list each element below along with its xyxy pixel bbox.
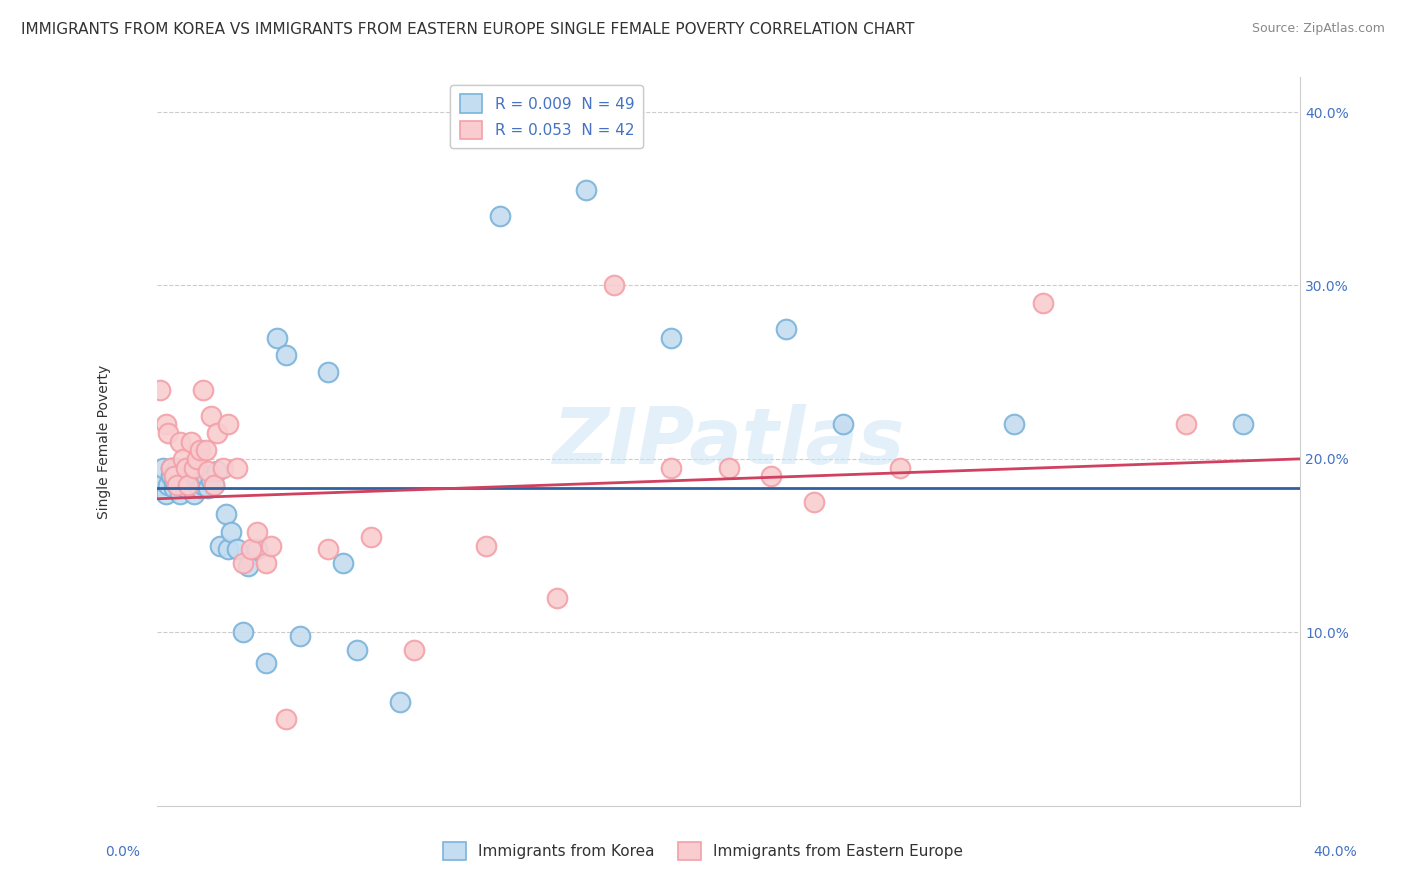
Point (217, 542, 239, 557)
Point (194, 469, 217, 483)
Point (174, 460, 197, 475)
Point (260, 539, 283, 553)
Point (197, 464, 219, 478)
Text: 0.0%: 0.0% (105, 845, 141, 859)
Point (152, 460, 174, 475)
Point (186, 451, 208, 466)
Point (191, 478, 214, 492)
Point (489, 209, 512, 223)
Point (318, 542, 340, 557)
Point (318, 365, 340, 379)
Point (166, 478, 188, 492)
Point (163, 481, 186, 495)
Point (1232, 417, 1254, 432)
Point (186, 469, 208, 483)
Point (246, 542, 269, 557)
Point (174, 481, 197, 495)
Point (160, 460, 183, 475)
Point (163, 469, 186, 483)
Point (404, 642, 426, 657)
Point (266, 330, 288, 344)
Point (274, 712, 297, 726)
Legend: Immigrants from Korea, Immigrants from Eastern Europe: Immigrants from Korea, Immigrants from E… (437, 836, 969, 866)
Point (254, 657, 277, 671)
Point (803, 495, 825, 509)
Point (169, 486, 191, 500)
Point (219, 524, 242, 539)
Point (174, 469, 197, 483)
Point (188, 481, 211, 495)
Point (603, 278, 626, 293)
Point (172, 478, 194, 492)
Point (246, 524, 269, 539)
Point (1032, 296, 1054, 310)
Point (1174, 417, 1197, 432)
Point (659, 330, 682, 344)
Point (889, 460, 911, 475)
Point (166, 460, 188, 475)
Point (346, 642, 368, 657)
Point (177, 478, 200, 492)
Point (155, 417, 177, 432)
Point (332, 556, 354, 570)
Point (546, 591, 568, 605)
Point (474, 539, 496, 553)
Point (202, 478, 225, 492)
Point (288, 629, 311, 643)
Point (200, 409, 222, 423)
Text: 40.0%: 40.0% (1313, 845, 1357, 859)
Point (186, 478, 208, 492)
Point (163, 473, 186, 487)
Text: ZIPatlas: ZIPatlas (553, 403, 904, 480)
Point (232, 625, 254, 640)
Point (208, 539, 231, 553)
Point (226, 542, 249, 557)
Text: IMMIGRANTS FROM KOREA VS IMMIGRANTS FROM EASTERN EUROPE SINGLE FEMALE POVERTY CO: IMMIGRANTS FROM KOREA VS IMMIGRANTS FROM… (21, 22, 914, 37)
Legend: R = 0.009  N = 49, R = 0.053  N = 42: R = 0.009 N = 49, R = 0.053 N = 42 (450, 85, 644, 148)
Point (831, 417, 853, 432)
Point (188, 443, 211, 458)
Point (172, 451, 194, 466)
Point (194, 443, 217, 458)
Point (254, 556, 277, 570)
Point (717, 460, 740, 475)
Point (169, 434, 191, 449)
Point (274, 348, 297, 362)
Point (238, 559, 260, 574)
Point (1002, 417, 1025, 432)
Point (217, 417, 239, 432)
Point (177, 478, 200, 492)
Point (180, 460, 202, 475)
Point (202, 478, 225, 492)
Point (183, 460, 205, 475)
Point (388, 695, 411, 709)
Point (232, 556, 254, 570)
Point (157, 425, 180, 440)
Point (183, 486, 205, 500)
Point (149, 383, 172, 397)
Point (160, 469, 183, 483)
Point (180, 434, 202, 449)
Point (155, 486, 177, 500)
Point (214, 508, 236, 522)
Point (659, 460, 682, 475)
Point (157, 478, 180, 492)
Point (240, 542, 263, 557)
Point (166, 478, 188, 492)
Point (205, 425, 228, 440)
Point (775, 322, 797, 336)
Point (761, 469, 783, 483)
Point (197, 481, 219, 495)
Text: Source: ZipAtlas.com: Source: ZipAtlas.com (1251, 22, 1385, 36)
Point (205, 464, 228, 478)
Text: Single Female Poverty: Single Female Poverty (97, 365, 111, 518)
Point (149, 478, 172, 492)
Point (226, 460, 249, 475)
Point (160, 460, 183, 475)
Point (211, 460, 233, 475)
Point (200, 473, 222, 487)
Point (191, 383, 214, 397)
Point (575, 183, 598, 197)
Point (360, 530, 382, 544)
